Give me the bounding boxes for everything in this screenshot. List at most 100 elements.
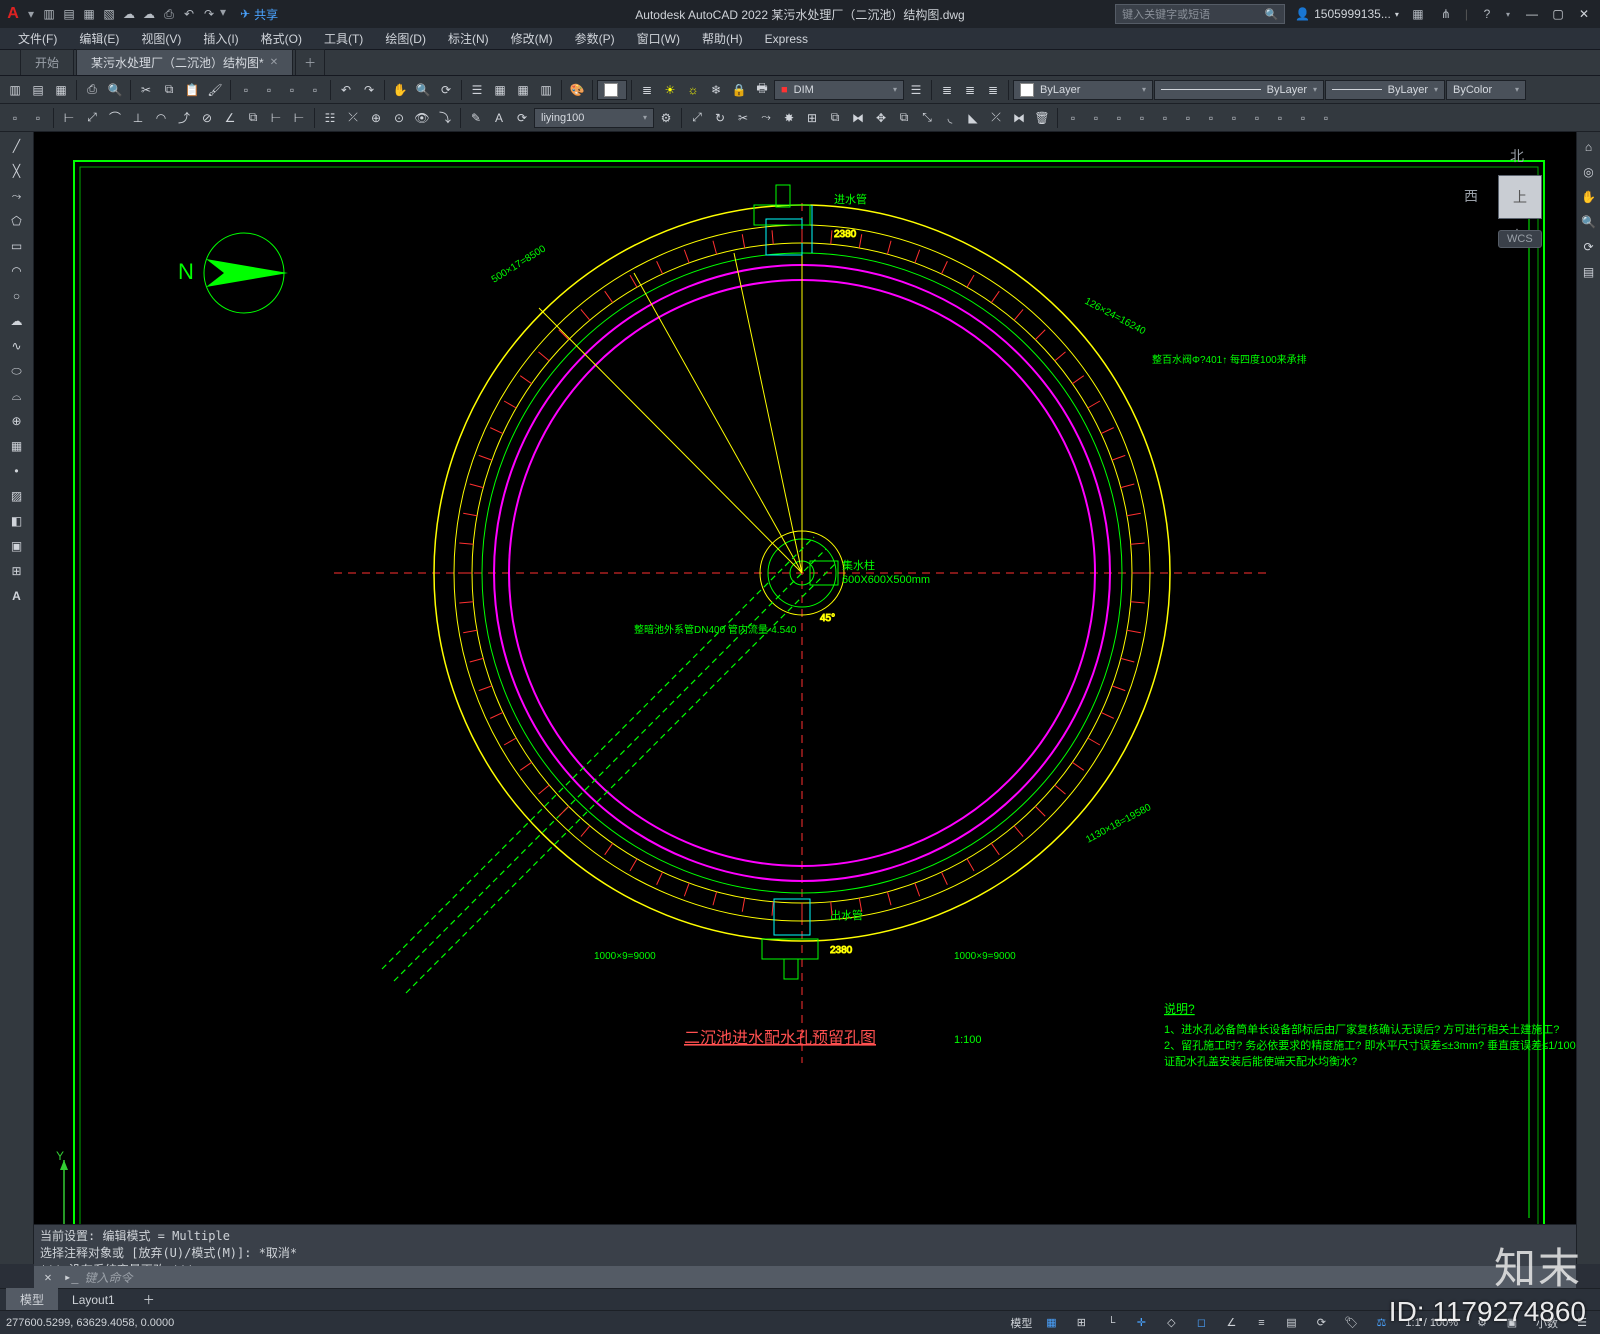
layerstate-icon[interactable]: ≣ [959,79,981,101]
navbar-home-icon[interactable]: ⌂ [1579,136,1599,158]
cycle-icon[interactable]: ⟳ [1309,1313,1333,1333]
polar-icon[interactable]: ✛ [1129,1313,1153,1333]
props-icon[interactable]: ☰ [466,79,488,101]
ex1-icon[interactable]: ▫ [1062,107,1084,129]
color-dropdown[interactable] [597,80,627,100]
block4-icon[interactable]: ▫ [304,79,326,101]
lwt-icon[interactable]: ≡ [1249,1313,1273,1333]
anno-icon[interactable]: 🏷 [1339,1313,1363,1333]
sun-icon[interactable]: ☼ [682,79,704,101]
extend-icon[interactable]: ⤳ [755,107,777,129]
dim-space-icon[interactable]: ☷ [319,107,341,129]
redo-icon[interactable]: ↷ [200,5,218,23]
dim-rad-icon[interactable]: ◠ [150,107,172,129]
gear-icon[interactable]: ⚙ [1470,1313,1494,1333]
ex10-icon[interactable]: ▫ [1269,107,1291,129]
viewcube[interactable]: 北 西 南 上 WCS [1458,140,1568,260]
layer-icon[interactable]: ≣ [636,79,658,101]
otrack-icon[interactable]: ∠ [1219,1313,1243,1333]
close-button[interactable]: ✕ [1572,4,1596,24]
open-icon[interactable]: ▤ [60,5,78,23]
menu-edit[interactable]: 编辑(E) [69,28,129,49]
cloud-save-icon[interactable]: ☁ [140,5,158,23]
dimstyle-dropdown[interactable]: ■ DIM ▾ [774,80,904,100]
max-icon[interactable]: ▣ [1500,1313,1524,1333]
trans-icon[interactable]: ▤ [1279,1313,1303,1333]
fillet-icon[interactable]: ◟ [939,107,961,129]
dim-arc-icon[interactable]: ⌒ [104,107,126,129]
pan-icon[interactable]: ✋ [389,79,411,101]
table-icon[interactable]: ⊞ [3,559,31,583]
menu-tools[interactable]: 工具(T) [314,28,373,49]
join-icon[interactable]: ⧓ [1008,107,1030,129]
scale-icon[interactable]: ⤢ [686,107,708,129]
lock-icon[interactable]: 🔒 [728,79,750,101]
ellarc-icon[interactable]: ⌓ [3,384,31,408]
ex2-icon[interactable]: ▫ [1085,107,1107,129]
explode-icon[interactable]: ✸ [778,107,800,129]
block-icon[interactable]: ▦ [3,434,31,458]
layers-icon[interactable]: ☰ [905,79,927,101]
region-icon[interactable]: ▣ [3,534,31,558]
inspect-icon[interactable]: 👁 [411,107,433,129]
plot-icon[interactable]: ⎙ [160,5,178,23]
offset-icon[interactable]: ⧉ [824,107,846,129]
polygon-icon[interactable]: ⬠ [3,209,31,233]
ex5-icon[interactable]: ▫ [1154,107,1176,129]
dim-linear-icon[interactable]: ⊢ [58,107,80,129]
tab-active-file[interactable]: 某污水处理厂（二沉池）结构图* ✕ [76,49,293,75]
share-button[interactable]: ✈ 共享 [240,6,278,23]
cline-icon[interactable]: ╳ [3,159,31,183]
unit-format[interactable]: 小数 [1530,1315,1564,1331]
plot2-icon[interactable]: 🖶 [751,79,773,101]
dim-dia-icon[interactable]: ⊘ [196,107,218,129]
undo-icon[interactable]: ↶ [335,79,357,101]
dim-base-icon[interactable]: ⊢ [265,107,287,129]
navbar-pan-icon[interactable]: ✋ [1579,186,1599,208]
menu-view[interactable]: 视图(V) [131,28,191,49]
gradient-icon[interactable]: ◧ [3,509,31,533]
new-icon[interactable]: ▥ [40,5,58,23]
mirror-icon[interactable]: ⧓ [847,107,869,129]
command-input[interactable]: ✕ ▸_ 键入命令 ▴ [34,1266,1576,1288]
new-tab-button[interactable]: ＋ [295,49,325,75]
design-icon[interactable]: ▦ [489,79,511,101]
menu-draw[interactable]: 绘图(D) [375,28,436,49]
copy-icon[interactable]: ⧉ [158,79,180,101]
ex6-icon[interactable]: ▫ [1177,107,1199,129]
tab-layout1[interactable]: Layout1 [58,1290,129,1310]
cloud-open-icon[interactable]: ☁ [120,5,138,23]
lineweight-dropdown[interactable]: ByLayer ▾ [1325,80,1445,100]
menu-help[interactable]: 帮助(H) [692,28,753,49]
dimstyle-mgr-icon[interactable]: ⚙ [655,107,677,129]
minimize-button[interactable]: — [1520,4,1544,24]
cmd-expand-icon[interactable]: ▴ [1565,1270,1572,1284]
navbar-orbit-icon[interactable]: ⟳ [1579,236,1599,258]
tab-start[interactable]: 开始 [20,49,74,75]
array-icon[interactable]: ⊞ [801,107,823,129]
jogline-icon[interactable]: ⤵ [434,107,456,129]
stretch-icon[interactable]: ⤡ [916,107,938,129]
restore-button[interactable]: ▢ [1546,4,1570,24]
customize-icon[interactable]: ☰ [1570,1313,1594,1333]
center-icon[interactable]: ⊙ [388,107,410,129]
undo-icon[interactable]: ↶ [180,5,198,23]
print-icon[interactable]: ⎙ [81,79,103,101]
dim-style-dropdown[interactable]: liying100 ▾ [534,108,654,128]
search-input[interactable]: 键入关键字或短语 🔍 [1115,4,1285,24]
dim-jog-icon[interactable]: ⤴ [173,107,195,129]
tab-model[interactable]: 模型 [6,1288,58,1311]
menu-dim[interactable]: 标注(N) [438,28,499,49]
line-icon[interactable]: ╱ [3,134,31,158]
snap-icon[interactable]: ⊞ [1069,1313,1093,1333]
osnap-icon[interactable]: ◻ [1189,1313,1213,1333]
viewcube-top[interactable]: 上 [1498,175,1542,219]
hatch-icon[interactable]: ▨ [3,484,31,508]
move-icon[interactable]: ✥ [870,107,892,129]
menu-window[interactable]: 窗口(W) [627,28,690,49]
open-icon[interactable]: ▤ [27,79,49,101]
ex12-icon[interactable]: ▫ [1315,107,1337,129]
layer-dropdown[interactable]: ByLayer ▾ [1013,80,1153,100]
orbit-icon[interactable]: ⟳ [435,79,457,101]
wcs-badge[interactable]: WCS [1498,230,1542,248]
